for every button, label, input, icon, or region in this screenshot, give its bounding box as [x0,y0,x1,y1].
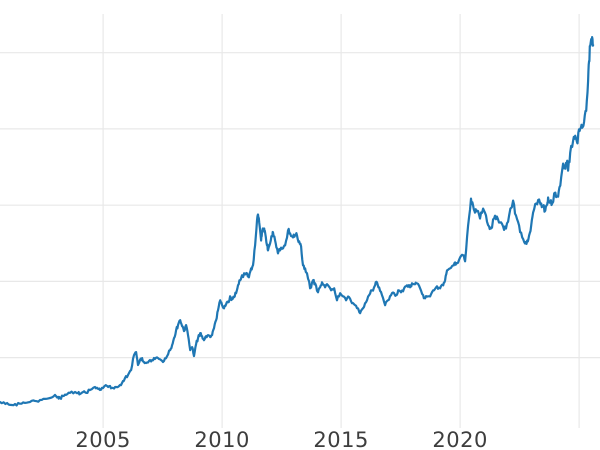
gridlines [0,14,600,428]
price-line [0,36,595,407]
